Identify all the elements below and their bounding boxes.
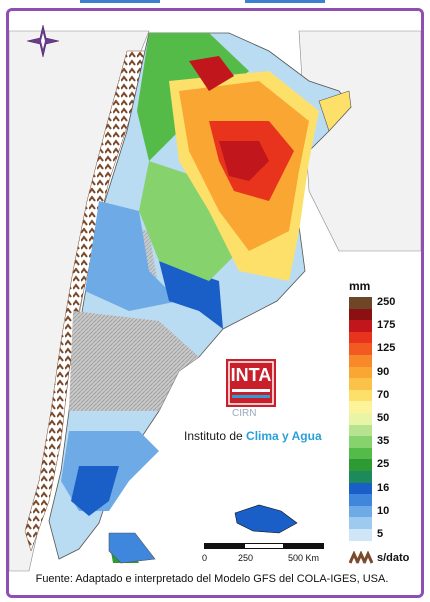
legend-swatch	[349, 378, 372, 391]
legend-label: 250	[377, 296, 396, 308]
zone-misiones	[318, 90, 352, 132]
scale-tick: 0	[202, 553, 208, 563]
legend-label: 10	[377, 504, 390, 517]
no-data-icon	[349, 551, 373, 564]
legend-swatch	[349, 401, 372, 414]
legend-swatch	[349, 529, 372, 541]
legend-swatch	[349, 308, 372, 321]
zone-red-north	[189, 56, 234, 91]
tierra-del-fuego	[108, 532, 156, 564]
legend-swatch	[349, 297, 372, 309]
patagonia-relief	[69, 311, 199, 411]
legend-label: 70	[377, 388, 390, 401]
scale-tick: 500 Km	[288, 553, 320, 563]
zone-dark-blue-south	[71, 466, 119, 516]
legend-swatch	[349, 471, 372, 483]
scale-segment	[284, 543, 324, 549]
andes-no-data	[24, 50, 150, 552]
source-note: Fuente: Adaptado e interpretado del Mode…	[35, 573, 389, 585]
legend-label: 90	[377, 365, 390, 378]
scale-segment	[204, 543, 244, 549]
legend-swatch	[349, 389, 372, 402]
legend-swatch	[349, 482, 372, 495]
legend-swatch	[349, 343, 372, 356]
legend-swatch	[349, 505, 372, 518]
legend-swatch	[349, 320, 372, 333]
cirn-label: CIRN	[232, 408, 257, 419]
scale-bar: 0 250 500 Km	[202, 543, 334, 565]
institute-name: Instituto de Clima y Agua	[184, 429, 322, 443]
legend-label: 35	[377, 435, 390, 448]
legend-label: 50	[377, 412, 390, 424]
zone-green-central	[139, 161, 239, 281]
top-tab-left	[80, 0, 160, 3]
legend-swatch	[349, 366, 372, 379]
legend-swatch	[349, 436, 372, 449]
scale-segment	[244, 543, 284, 549]
legend-swatch	[349, 413, 372, 425]
map-frame: mm 250 175 125 90 70 50 35 25 16 10 5 s/dato INTA …	[6, 8, 424, 598]
legend-swatch	[349, 517, 372, 530]
legend-label: 125	[377, 342, 396, 355]
legend-swatch	[349, 331, 372, 344]
legend-swatch	[349, 447, 372, 460]
malvinas-islands	[234, 504, 298, 534]
legend-swatch	[349, 355, 372, 367]
legend: mm 250 175 125 90 70 50 35 25 16 10 5 s/dato	[349, 279, 419, 579]
scale-tick: 250	[238, 553, 254, 563]
legend-swatch	[349, 424, 372, 437]
compass-rose-icon	[26, 24, 60, 58]
legend-label: 175	[377, 319, 396, 332]
top-edge	[0, 0, 430, 8]
legend-swatch	[349, 494, 372, 507]
no-data-label: s/dato	[377, 552, 410, 564]
top-tab-right	[245, 0, 325, 3]
legend-swatch	[349, 459, 372, 472]
legend-label: 16	[377, 481, 390, 494]
inta-logo-text: INTA	[230, 365, 272, 385]
legend-label: 25	[377, 458, 390, 471]
zone-blue-west	[85, 201, 179, 311]
legend-label: 5	[377, 528, 384, 540]
precipitation-map	[9, 11, 421, 595]
zone-dark-red	[219, 141, 269, 181]
legend-unit: mm	[349, 279, 371, 293]
inta-logo	[226, 359, 276, 407]
